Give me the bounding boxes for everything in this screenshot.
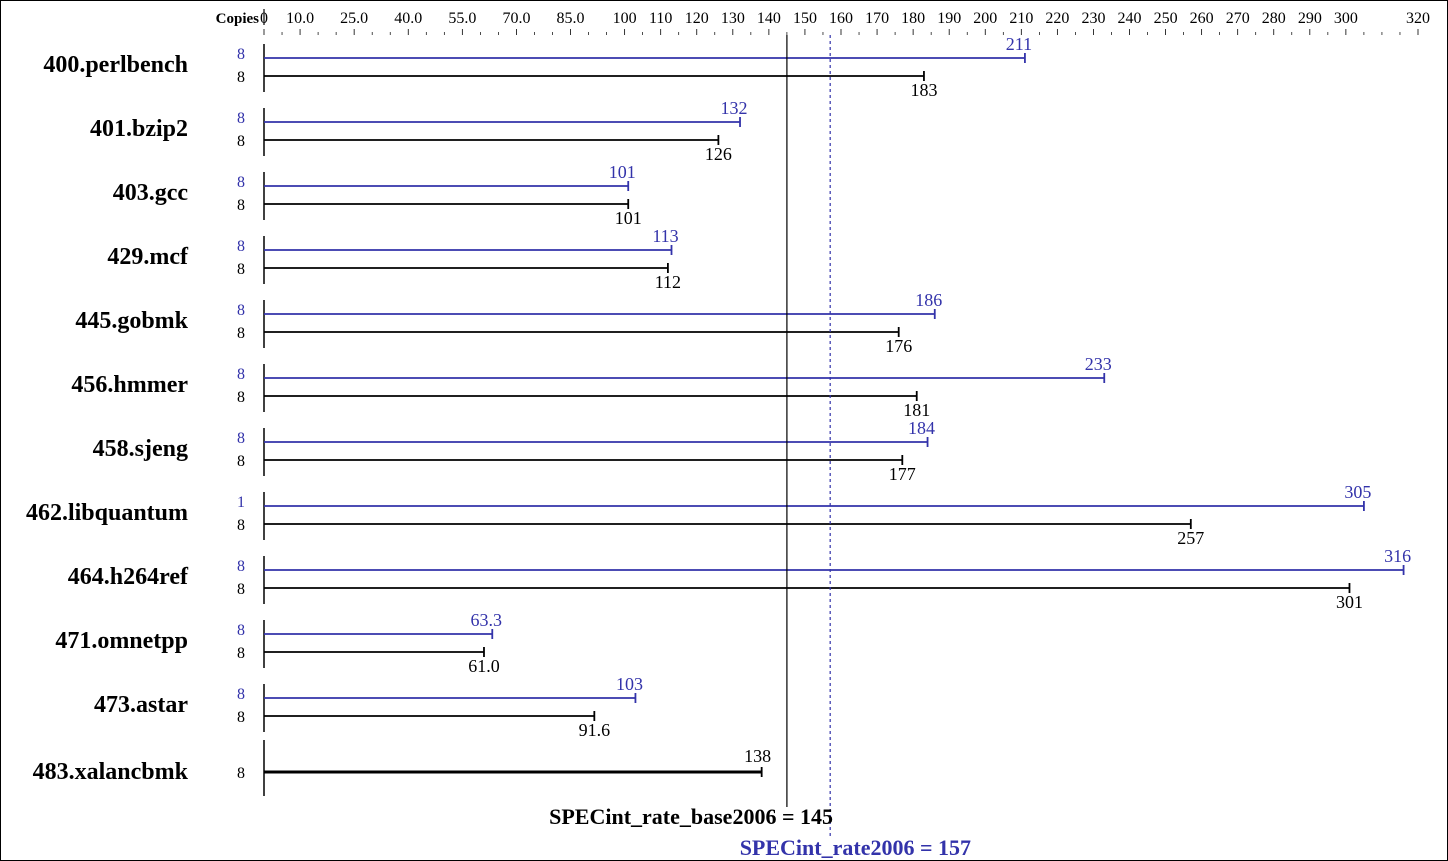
peak-value-label: 211 — [1006, 34, 1032, 54]
x-tick-label: 260 — [1190, 10, 1214, 27]
x-tick-label: 180 — [901, 10, 925, 27]
base-copies-label: 8 — [237, 261, 245, 278]
peak-value-label: 132 — [721, 98, 748, 118]
benchmark-name: 456.hmmer — [71, 372, 188, 398]
peak-value-label: 101 — [609, 162, 636, 182]
x-tick-label: 40.0 — [394, 10, 422, 27]
x-tick-label: 270 — [1226, 10, 1250, 27]
x-tick-label: 190 — [937, 10, 961, 27]
peak-copies-label: 8 — [237, 46, 245, 63]
base-value-label: 177 — [889, 464, 916, 484]
benchmark-name: 462.libquantum — [26, 500, 188, 526]
benchmark-name: 401.bzip2 — [90, 116, 188, 142]
benchmark-name: 400.perlbench — [43, 52, 188, 78]
peak-value-label: 233 — [1085, 354, 1112, 374]
series-layer: 400.perlbench 8 211 8 183 401.bzip2 8 132 8 126 40… — [26, 34, 1411, 796]
peak-value-label: 305 — [1344, 482, 1371, 502]
x-tick-label: 120 — [685, 10, 709, 27]
benchmark-name: 464.h264ref — [68, 564, 189, 590]
peak-copies-label: 8 — [237, 366, 245, 383]
peak-summary-label: SPECint_rate2006 = 157 — [740, 835, 971, 860]
base-value-label: 126 — [705, 144, 732, 164]
base-copies-label: 8 — [237, 453, 245, 470]
x-tick-label: 55.0 — [448, 10, 476, 27]
summary-layer: SPECint_rate_base2006 = 145 SPECint_rate2… — [549, 35, 971, 860]
x-tick-label: 85.0 — [557, 10, 585, 27]
base-value-label: 91.6 — [579, 720, 611, 740]
peak-copies-label: 8 — [237, 110, 245, 127]
base-copies-label: 8 — [237, 581, 245, 598]
peak-value-label: 63.3 — [471, 610, 503, 630]
base-value-label: 112 — [655, 272, 681, 292]
base-value-label: 181 — [903, 400, 930, 420]
x-tick-label: 100 — [613, 10, 637, 27]
x-tick-label: 70.0 — [502, 10, 530, 27]
base-copies-label: 8 — [237, 69, 245, 86]
benchmark-name: 429.mcf — [107, 244, 189, 270]
x-tick-label: 250 — [1154, 10, 1178, 27]
x-tick-label: 0 — [260, 10, 268, 27]
peak-copies-label: 8 — [237, 558, 245, 575]
base-value-label: 138 — [744, 746, 771, 766]
base-value-label: 101 — [615, 208, 642, 228]
peak-value-label: 316 — [1384, 546, 1411, 566]
peak-copies-label: 8 — [237, 302, 245, 319]
x-tick-label: 150 — [793, 10, 817, 27]
copies-axis-label: Copies — [216, 11, 260, 27]
base-copies-label: 8 — [237, 389, 245, 406]
base-copies-label: 8 — [237, 765, 245, 782]
base-summary-label: SPECint_rate_base2006 = 145 — [549, 804, 833, 829]
peak-copies-label: 8 — [237, 686, 245, 703]
x-tick-label: 280 — [1262, 10, 1286, 27]
x-tick-label: 25.0 — [340, 10, 368, 27]
benchmark-name: 473.astar — [94, 692, 188, 718]
x-tick-label: 200 — [973, 10, 997, 27]
benchmark-name: 445.gobmk — [75, 308, 188, 334]
x-tick-label: 210 — [1009, 10, 1033, 27]
x-tick-label: 170 — [865, 10, 889, 27]
peak-value-label: 186 — [915, 290, 942, 310]
peak-copies-label: 8 — [237, 430, 245, 447]
x-tick-label: 160 — [829, 10, 853, 27]
base-copies-label: 8 — [237, 325, 245, 342]
peak-copies-label: 1 — [237, 494, 245, 511]
base-copies-label: 8 — [237, 197, 245, 214]
x-tick-label: 240 — [1118, 10, 1142, 27]
peak-copies-label: 8 — [237, 622, 245, 639]
x-tick-label: 130 — [721, 10, 745, 27]
peak-value-label: 103 — [616, 674, 643, 694]
peak-value-label: 113 — [652, 226, 678, 246]
x-tick-label: 300 — [1334, 10, 1358, 27]
benchmark-name: 458.sjeng — [93, 436, 188, 462]
x-tick-label: 220 — [1045, 10, 1069, 27]
base-value-label: 183 — [910, 80, 937, 100]
benchmark-name: 471.omnetpp — [55, 628, 188, 654]
x-tick-label: 110 — [649, 10, 672, 27]
x-tick-label: 10.0 — [286, 10, 314, 27]
peak-copies-label: 8 — [237, 238, 245, 255]
x-tick-label: 320 — [1406, 10, 1430, 27]
base-copies-label: 8 — [237, 645, 245, 662]
base-copies-label: 8 — [237, 709, 245, 726]
base-value-label: 61.0 — [468, 656, 500, 676]
base-copies-label: 8 — [237, 133, 245, 150]
base-value-label: 176 — [885, 336, 912, 356]
x-tick-label: 290 — [1298, 10, 1322, 27]
base-copies-label: 8 — [237, 517, 245, 534]
x-tick-label: 140 — [757, 10, 781, 27]
peak-copies-label: 8 — [237, 174, 245, 191]
base-value-label: 301 — [1336, 592, 1363, 612]
x-tick-label: 230 — [1081, 10, 1105, 27]
base-value-label: 257 — [1177, 528, 1204, 548]
axis-layer: Copies 0 10.0 25.0 40.0 55.0 70.0 85.0 100 110 120… — [216, 9, 1430, 35]
benchmark-name: 483.xalancbmk — [33, 759, 189, 785]
peak-value-label: 184 — [908, 418, 935, 438]
benchmark-name: 403.gcc — [113, 180, 189, 206]
